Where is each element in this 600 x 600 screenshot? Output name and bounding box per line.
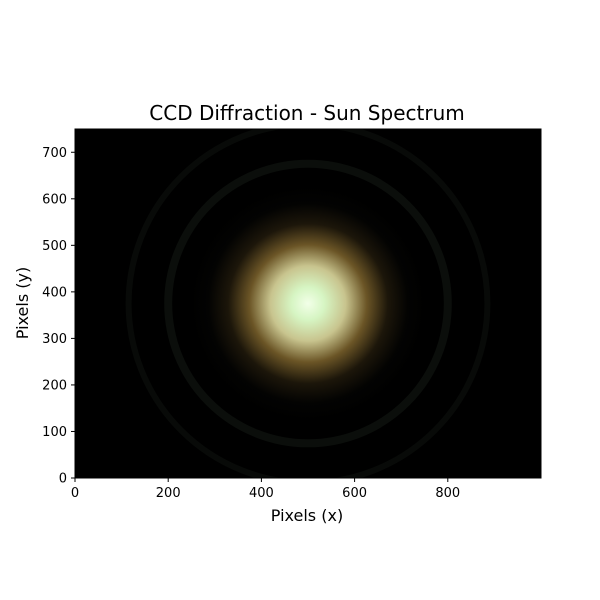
x-tick-label: 400 bbox=[249, 486, 274, 501]
x-tick-label: 200 bbox=[156, 486, 181, 501]
plot-area bbox=[75, 129, 541, 478]
x-tick-label: 800 bbox=[435, 486, 460, 501]
x-tick-label: 600 bbox=[342, 486, 367, 501]
diffraction-ring bbox=[164, 159, 452, 448]
x-tick-label: 0 bbox=[71, 486, 79, 501]
chart-title: CCD Diffraction - Sun Spectrum bbox=[149, 101, 464, 125]
plot-frame bbox=[74, 128, 542, 479]
y-tick-label: 600 bbox=[42, 192, 67, 207]
y-tick-label: 0 bbox=[59, 472, 67, 487]
y-tick-label: 700 bbox=[42, 146, 67, 161]
y-tick-label: 300 bbox=[42, 332, 67, 347]
diffraction-ring bbox=[125, 129, 491, 478]
x-axis: 0 200 400 600 800 bbox=[71, 478, 460, 501]
y-tick-label: 200 bbox=[42, 378, 67, 393]
x-axis-label: Pixels (x) bbox=[271, 506, 343, 525]
y-tick-label: 500 bbox=[42, 239, 67, 254]
y-axis: 0 100 200 300 400 500 600 700 bbox=[42, 146, 75, 487]
y-tick-label: 400 bbox=[42, 285, 67, 300]
y-tick-label: 100 bbox=[42, 425, 67, 440]
y-axis-label: Pixels (y) bbox=[13, 267, 32, 339]
diffraction-core bbox=[190, 186, 426, 421]
